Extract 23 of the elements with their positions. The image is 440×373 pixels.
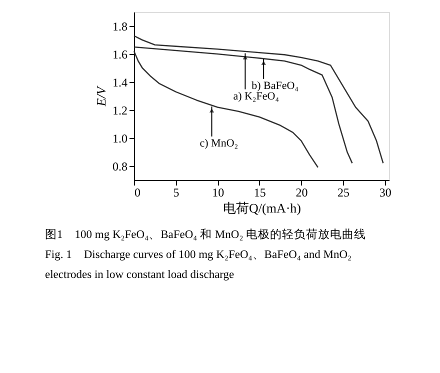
x-tick-label: 15	[254, 186, 266, 200]
x-tick-label: 0	[134, 186, 140, 200]
caption: Fig. 1 Discharge curves of 100 mg K₂FeO₄、BaFeO₄ and MnO₂ electrodes in low constant load discharge	[45, 249, 352, 281]
x-tick-label: 5	[173, 186, 180, 200]
x-axis-title: 电荷Q/(mA·h)	[223, 200, 301, 216]
caption: 图1 100 mg K₂FeO₄、BaFeO₄ 和 MnO₂ 电极的轻负荷放电曲线	[45, 228, 366, 241]
y-tick-label: 1.8	[112, 20, 128, 34]
y-tick-label: 1.0	[112, 132, 128, 146]
line-series	[133, 50, 319, 168]
x-tick-label: 25	[338, 186, 350, 200]
x-tick-label: 30	[379, 186, 392, 200]
y-tick-label: 1.2	[112, 104, 128, 118]
y-tick-label: 0.8	[112, 160, 128, 174]
y-tick-label: 1.4	[112, 76, 128, 90]
x-tick-label: 10	[212, 186, 224, 200]
y-tick-label: 1.6	[112, 48, 128, 62]
x-tick-label: 20	[296, 186, 308, 200]
y-axis-title: E/V	[94, 84, 108, 108]
annotation: c) MnO₂	[200, 138, 238, 150]
line-series	[133, 46, 353, 164]
line-series	[133, 35, 384, 164]
annotation: a) K₂FeO₄	[233, 90, 280, 102]
annotation: b) BaFeO₄	[252, 80, 299, 92]
